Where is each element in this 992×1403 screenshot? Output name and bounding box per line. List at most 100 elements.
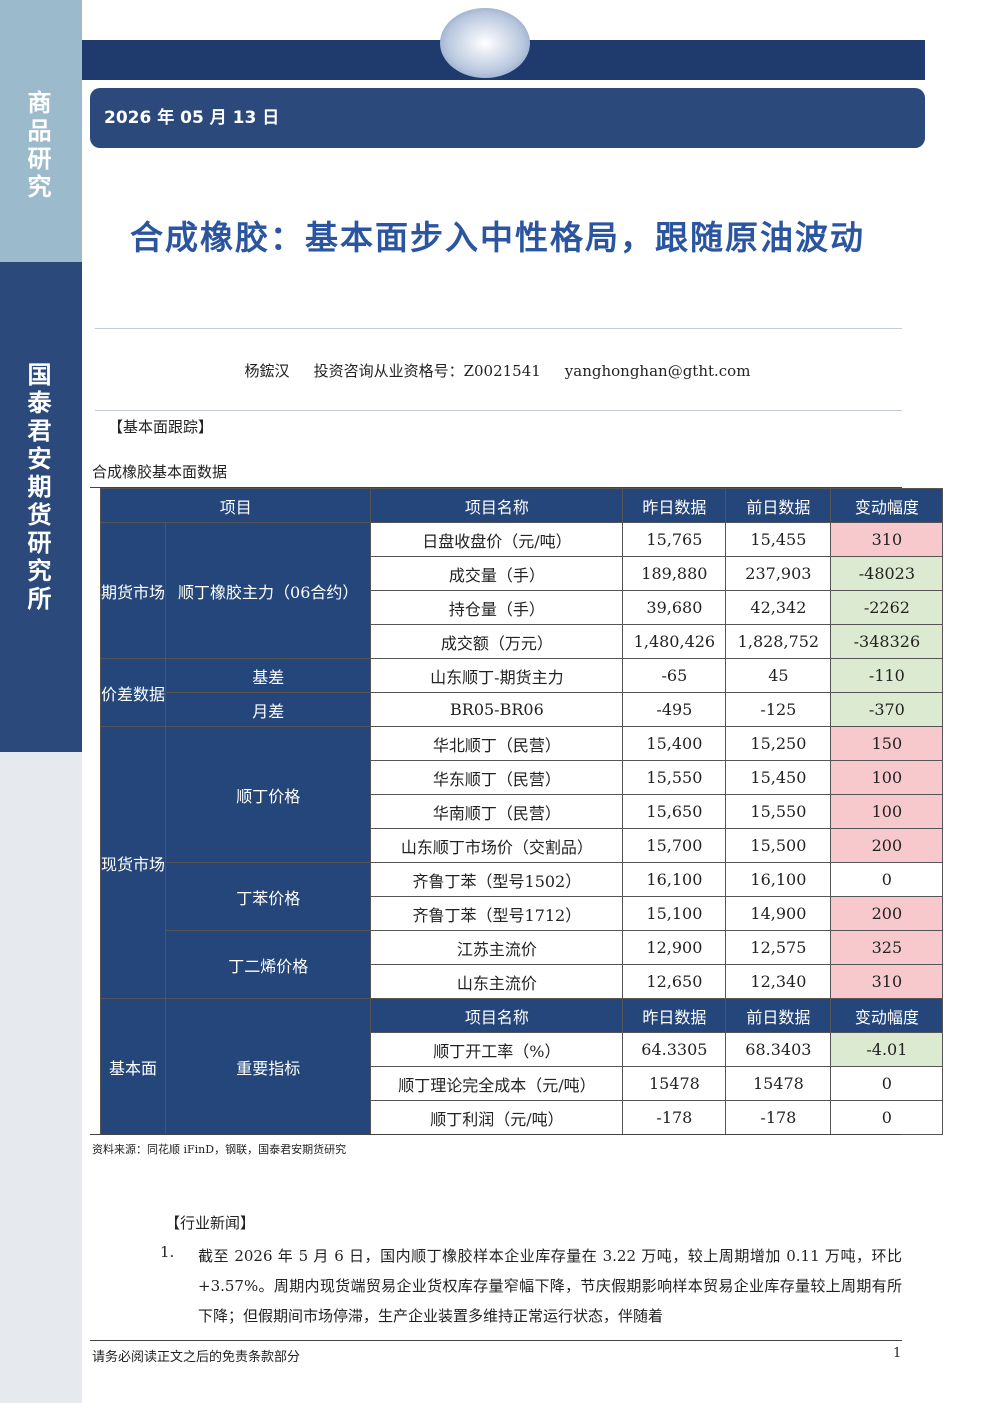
prior: 15,500 <box>725 828 832 863</box>
item-name: 齐鲁丁苯（型号1712） <box>370 896 624 931</box>
yesterday: -495 <box>622 692 727 727</box>
item-name: 山东主流价 <box>370 964 624 999</box>
yesterday: 15,550 <box>622 760 727 795</box>
item-name: 齐鲁丁苯（型号1502） <box>370 862 624 897</box>
yesterday: 16,100 <box>622 862 727 897</box>
change: 100 <box>830 794 944 829</box>
header-cell: 项目名称 <box>370 488 624 523</box>
group-label: 顺丁价格 <box>165 726 372 863</box>
item-name: 山东顺丁市场价（交割品） <box>370 828 624 863</box>
news-number: 1. <box>160 1243 175 1261</box>
prior: 1,828,752 <box>725 624 832 659</box>
change: 200 <box>830 828 944 863</box>
prior: 12,575 <box>725 930 832 965</box>
group-label: 基差 <box>165 658 372 693</box>
table-row: 山东顺丁市场价（交割品） 15,700 15,500 200 <box>101 828 944 863</box>
table-row: 价差数据 基差 山东顺丁-期货主力 -65 45 -110 <box>99 658 944 727</box>
data-table: 项目 项目名称 昨日数据 前日数据 变动幅度 期货市场 顺丁橡胶主力（06合约） 日盘收盘价（… <box>99 488 944 1135</box>
subheader-cell: 变动幅度 <box>830 998 944 1033</box>
rule <box>95 328 902 329</box>
change: -2262 <box>830 590 944 625</box>
table-row: 顺丁利润（元/吨） -178 -178 0 <box>101 1100 944 1135</box>
header-cell: 前日数据 <box>725 488 832 523</box>
author: 杨鋐汉 <box>244 362 290 380</box>
prior: 237,903 <box>725 556 832 591</box>
yesterday: 15,765 <box>622 522 727 557</box>
yesterday: 15,650 <box>622 794 727 829</box>
table-row: 顺丁开工率（%） 64.3305 68.3403 -4.01 <box>101 1032 944 1067</box>
rule <box>90 1340 902 1341</box>
rule <box>90 1134 902 1135</box>
market-label: 现货市场 <box>99 726 167 999</box>
group-label: 顺丁橡胶主力（06合约） <box>165 522 372 659</box>
item-name: 成交量（手） <box>370 556 624 591</box>
change: -370 <box>830 692 944 727</box>
market-label: 基本面 <box>99 998 167 1135</box>
table-row: 现货市场 顺丁价格 华北顺丁（民营） 15,400 15,250 150 <box>99 726 944 999</box>
prior: 68.3403 <box>725 1032 832 1067</box>
table-row: 山东主流价 12,650 12,340 310 <box>101 964 944 999</box>
change: 0 <box>830 862 944 897</box>
item-name: 华东顺丁（民营） <box>370 760 624 795</box>
header-cell: 变动幅度 <box>830 488 944 523</box>
change: 325 <box>830 930 944 965</box>
subheader-cell: 前日数据 <box>725 998 832 1033</box>
table-row: 丁二烯价格 江苏主流价 12,900 12,575 325 <box>101 930 944 999</box>
header-cell: 项目 <box>99 488 372 523</box>
page-number: 1 <box>893 1346 902 1361</box>
prior: 45 <box>725 658 832 693</box>
email: yanghonghan@gtht.com <box>564 362 751 380</box>
change: -348326 <box>830 624 944 659</box>
item-name: 成交额（万元） <box>370 624 624 659</box>
prior: -178 <box>725 1100 832 1135</box>
item-name: 顺丁开工率（%） <box>370 1032 624 1067</box>
yesterday: 39,680 <box>622 590 727 625</box>
table-row: 华南顺丁（民营） 15,650 15,550 100 <box>101 794 944 829</box>
item-name: BR05-BR06 <box>370 692 624 727</box>
change: -48023 <box>830 556 944 591</box>
header-cell: 昨日数据 <box>622 488 727 523</box>
author-line: 杨鋐汉 投资咨询从业资格号：Z0021541 yanghonghan@gtht.co… <box>95 360 900 381</box>
yesterday: 12,650 <box>622 964 727 999</box>
news-heading: 【行业新闻】 <box>165 1214 256 1232</box>
date: 2026 年 05 月 13 日 <box>90 88 925 148</box>
prior: -125 <box>725 692 832 727</box>
yesterday: 15,100 <box>622 896 727 931</box>
item-name: 江苏主流价 <box>370 930 624 965</box>
change: 200 <box>830 896 944 931</box>
table-row: 项目 项目名称 昨日数据 前日数据 变动幅度 <box>99 488 944 523</box>
item-name: 持仓量（手） <box>370 590 624 625</box>
table-row: 持仓量（手） 39,680 42,342 -2262 <box>101 590 944 625</box>
prior: 15,550 <box>725 794 832 829</box>
yesterday: 189,880 <box>622 556 727 591</box>
yesterday: 15,400 <box>622 726 727 761</box>
item-name: 顺丁理论完全成本（元/吨） <box>370 1066 624 1101</box>
group-label: 重要指标 <box>165 998 372 1135</box>
yesterday: -65 <box>622 658 727 693</box>
change: 310 <box>830 964 944 999</box>
prior: 12,340 <box>725 964 832 999</box>
group-label: 丁苯价格 <box>165 862 372 931</box>
change: 100 <box>830 760 944 795</box>
yesterday: -178 <box>622 1100 727 1135</box>
prior: 16,100 <box>725 862 832 897</box>
prior: 15,455 <box>725 522 832 557</box>
table-row: 丁苯价格 齐鲁丁苯（型号1502） 16,100 16,100 0 <box>101 862 944 931</box>
logo <box>440 8 530 78</box>
prior: 42,342 <box>725 590 832 625</box>
prior: 14,900 <box>725 896 832 931</box>
table-row: 成交量（手） 189,880 237,903 -48023 <box>101 556 944 591</box>
license: 投资咨询从业资格号：Z0021541 <box>313 362 541 380</box>
table-row: 期货市场 顺丁橡胶主力（06合约） 日盘收盘价（元/吨） 15,765 15,455 31… <box>99 522 944 659</box>
disclaimer: 请务必阅读正文之后的免责条款部分 <box>92 1350 301 1365</box>
change: 0 <box>830 1066 944 1101</box>
sidebar-org: 国泰君安期货研究所 <box>23 362 52 614</box>
yesterday: 12,900 <box>622 930 727 965</box>
subheader-cell: 项目名称 <box>370 998 624 1033</box>
sidebar-bottom <box>0 752 82 1403</box>
item-name: 华北顺丁（民营） <box>370 726 624 761</box>
table-row: 基本面 重要指标 项目名称 昨日数据 前日数据 变动幅度 <box>99 998 944 1135</box>
yesterday: 64.3305 <box>622 1032 727 1067</box>
yesterday: 1,480,426 <box>622 624 727 659</box>
